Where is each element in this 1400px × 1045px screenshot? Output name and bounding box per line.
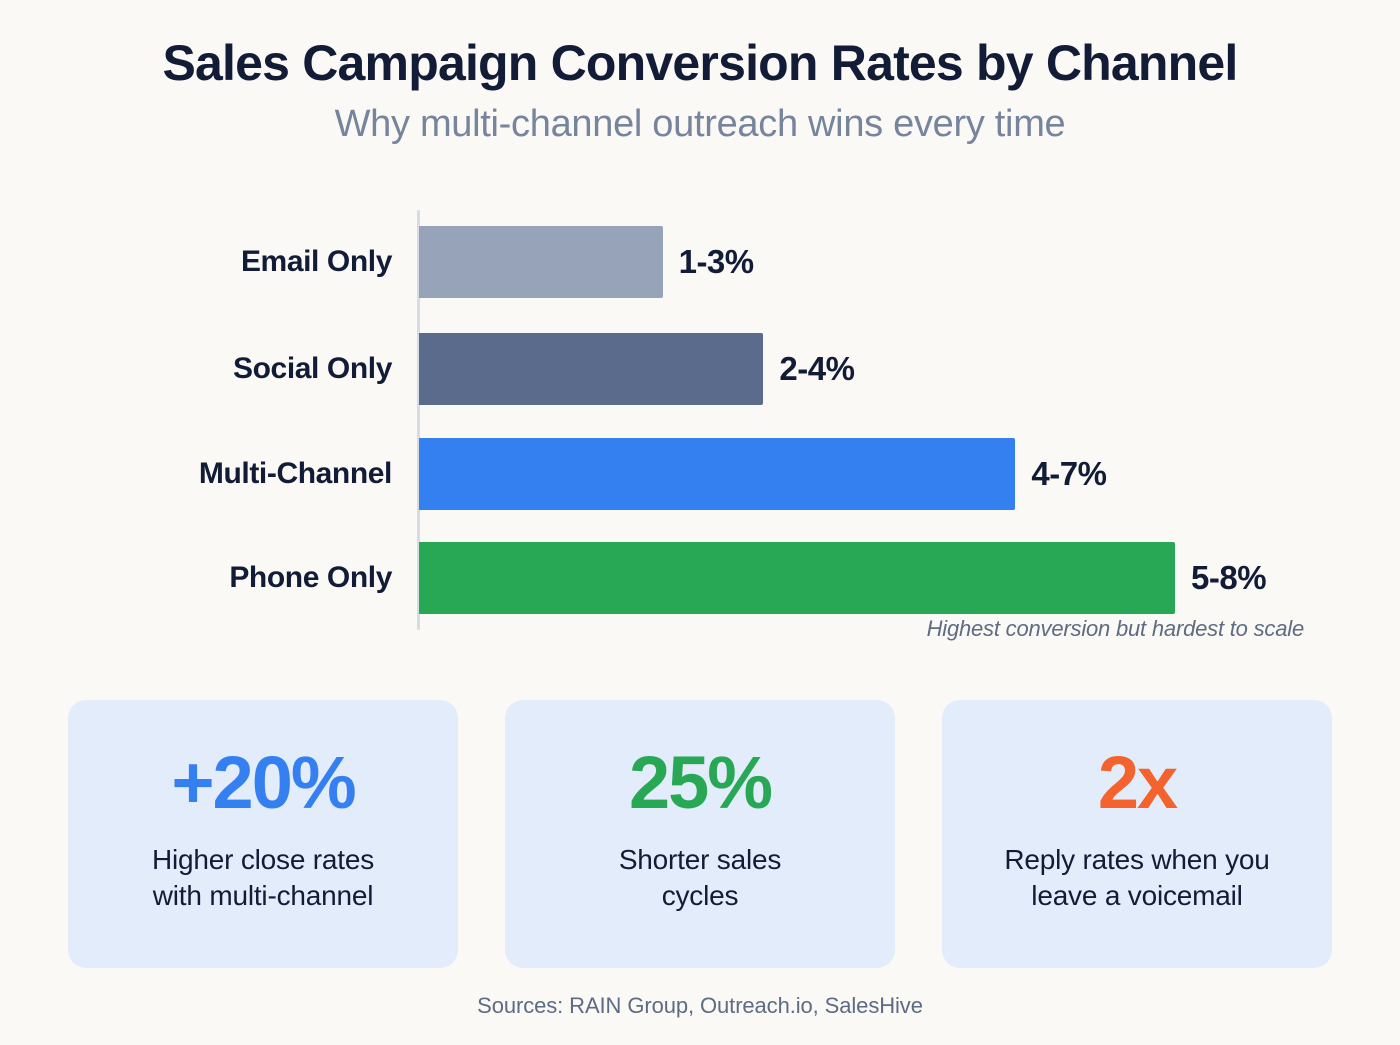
bar-value-label: 1-3% xyxy=(678,243,755,280)
header: Sales Campaign Conversion Rates by Chann… xyxy=(0,36,1400,146)
stat-description-line: Higher close rates xyxy=(151,844,375,876)
bar-value-label: 2-4% xyxy=(779,350,855,387)
bar-track: 4-7% xyxy=(419,438,1107,510)
bar-track: 2-4% xyxy=(419,333,855,405)
bar-category-label: Email Only xyxy=(240,245,392,278)
stat-description-line: with multi-channel xyxy=(152,880,374,911)
chart-annotation: Highest conversion but hardest to scale xyxy=(926,616,1305,641)
bar-row: Social Only 2-4% xyxy=(0,333,1400,405)
stat-value: +20% xyxy=(171,741,356,825)
bar-track: 5-8% xyxy=(419,542,1267,614)
bar-chart: Email Only 1-3% Social Only 2-4% Multi-C… xyxy=(0,208,1400,633)
page-title: Sales Campaign Conversion Rates by Chann… xyxy=(162,35,1238,91)
stat-description: Shorter sales cycles xyxy=(618,842,782,914)
bar-value-label: 5-8% xyxy=(1191,559,1267,596)
sources-footer: Sources: RAIN Group, Outreach.io, SalesH… xyxy=(477,993,923,1018)
bar-category-label: Phone Only xyxy=(229,561,392,594)
stat-description-line: cycles xyxy=(661,880,739,911)
stat-description-line: Reply rates when you xyxy=(1004,844,1270,876)
stat-value: 25% xyxy=(628,741,773,825)
bar-fill xyxy=(419,438,1016,510)
bar-category-label: Social Only xyxy=(233,352,392,385)
bar-row: Multi-Channel 4-7% xyxy=(0,438,1400,510)
stat-cards: +20% Higher close rates with multi-chann… xyxy=(68,700,1332,968)
bar-fill xyxy=(419,542,1175,614)
bar-row: Phone Only 5-8% xyxy=(0,542,1400,614)
stat-description: Reply rates when you leave a voicemail xyxy=(1004,842,1269,914)
bar-row: Email Only 1-3% xyxy=(0,226,1400,298)
page-subtitle: Why multi-channel outreach wins every ti… xyxy=(334,103,1066,145)
bar-category-label: Multi-Channel xyxy=(198,457,393,490)
bar-fill xyxy=(419,333,764,405)
chart-axis-line xyxy=(417,210,420,630)
stat-description-line: leave a voicemail xyxy=(1031,880,1243,911)
bar-value-label: 4-7% xyxy=(1031,455,1107,492)
bar-fill xyxy=(419,226,663,298)
stat-value: 2x xyxy=(1097,741,1178,825)
bar-track: 1-3% xyxy=(419,226,754,298)
stat-card: 2x Reply rates when you leave a voicemai… xyxy=(942,700,1332,968)
stat-description-line: Shorter sales xyxy=(618,844,782,876)
stat-description: Higher close rates with multi-channel xyxy=(152,842,374,914)
stat-card: 25% Shorter sales cycles xyxy=(505,700,895,968)
stat-card: +20% Higher close rates with multi-chann… xyxy=(68,700,458,968)
